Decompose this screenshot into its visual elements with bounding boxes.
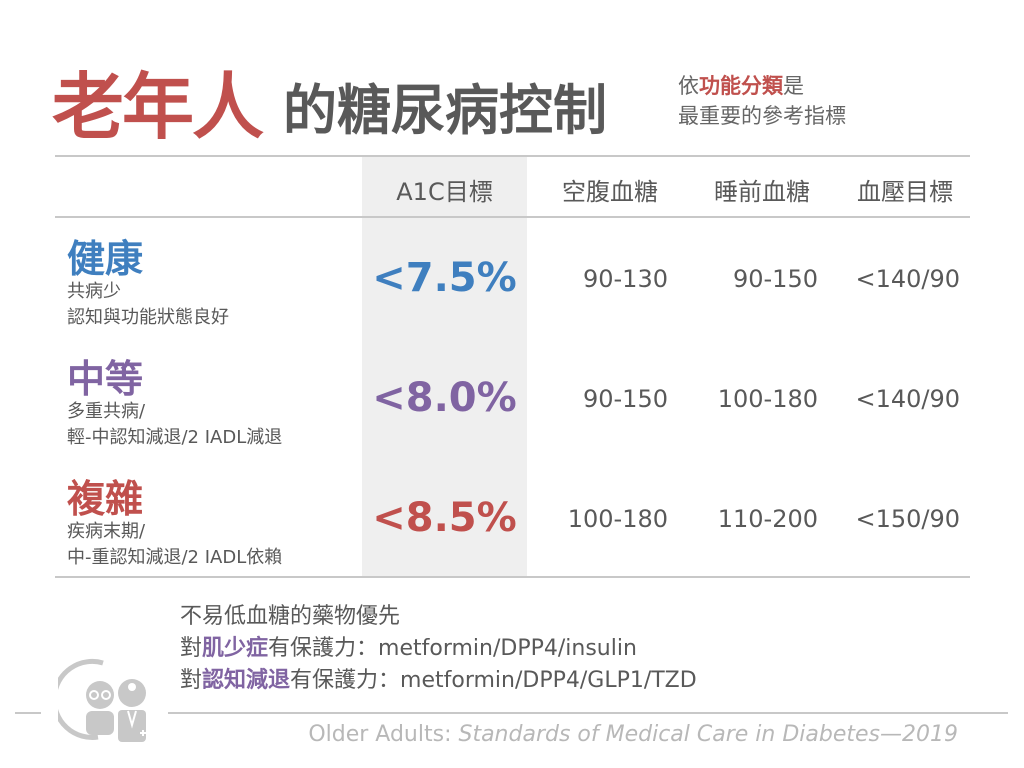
subtitle-text: 依 xyxy=(678,74,699,98)
divider xyxy=(168,712,1008,714)
note-text: 有保護力：metformin/DPP4/GLP1/TZD xyxy=(290,668,697,693)
citation-title: Standards of Medical Care in Diabetes—20… xyxy=(458,722,958,747)
subtitle-text: 是 xyxy=(783,74,804,98)
category-label: 中等 xyxy=(67,357,144,401)
fasting-glucose: 90-150 xyxy=(582,385,668,413)
note-highlight: 肌少症 xyxy=(202,636,269,661)
note-text: 對 xyxy=(180,668,203,693)
citation: Older Adults: Standards of Medical Care … xyxy=(308,722,958,747)
header-fasting: 空腹血糖 xyxy=(562,178,658,206)
a1c-target: <7.5% xyxy=(372,255,517,301)
a1c-target: <8.5% xyxy=(372,495,517,541)
bp-target: <150/90 xyxy=(855,505,960,533)
header-bedtime: 睡前血糖 xyxy=(714,178,810,206)
header-bp: 血壓目標 xyxy=(857,178,953,206)
note-line3: 對認知減退有保護力：metformin/DPP4/GLP1/TZD xyxy=(180,662,697,694)
a1c-target: <8.0% xyxy=(372,375,517,421)
bp-target: <140/90 xyxy=(855,385,960,413)
title-rest: 的糖尿病控制 xyxy=(283,79,607,142)
elderly-patient-doctor-icon xyxy=(58,658,146,742)
category-desc: 多重共病/ xyxy=(67,401,146,422)
note-line1: 不易低血糖的藥物優先 xyxy=(180,604,401,629)
fasting-glucose: 90-130 xyxy=(582,265,668,293)
a1c-column-highlight xyxy=(362,157,527,577)
subtitle-line1: 依功能分類是 xyxy=(678,70,804,100)
bedtime-glucose: 100-180 xyxy=(717,385,818,413)
fasting-glucose: 100-180 xyxy=(567,505,668,533)
category-label: 健康 xyxy=(67,237,144,281)
note-text: 有保護力：metformin/DPP4/insulin xyxy=(268,636,637,661)
header-a1c: A1C目標 xyxy=(396,178,493,206)
category-desc: 輕-中認知減退/2 IADL減退 xyxy=(67,427,283,448)
citation-text: Older Adults: xyxy=(308,722,459,747)
bedtime-glucose: 110-200 xyxy=(717,505,818,533)
category-desc: 疾病末期/ xyxy=(67,521,146,542)
note-highlight: 認知減退 xyxy=(202,668,291,693)
bedtime-glucose: 90-150 xyxy=(732,265,818,293)
divider xyxy=(15,712,41,714)
divider xyxy=(55,155,970,157)
note-text: 對 xyxy=(180,636,203,661)
category-desc: 中-重認知減退/2 IADL依賴 xyxy=(67,547,283,568)
category-desc: 共病少 xyxy=(67,281,121,302)
category-label: 複雜 xyxy=(67,477,144,521)
subtitle-highlight: 功能分類 xyxy=(699,74,783,98)
divider xyxy=(55,576,970,578)
bp-target: <140/90 xyxy=(855,265,960,293)
divider xyxy=(55,216,970,218)
category-desc: 認知與功能狀態良好 xyxy=(67,307,229,328)
subtitle-line2: 最重要的參考指標 xyxy=(678,104,846,128)
note-line2: 對肌少症有保護力：metformin/DPP4/insulin xyxy=(180,630,637,662)
title-main: 老年人 xyxy=(52,65,264,149)
